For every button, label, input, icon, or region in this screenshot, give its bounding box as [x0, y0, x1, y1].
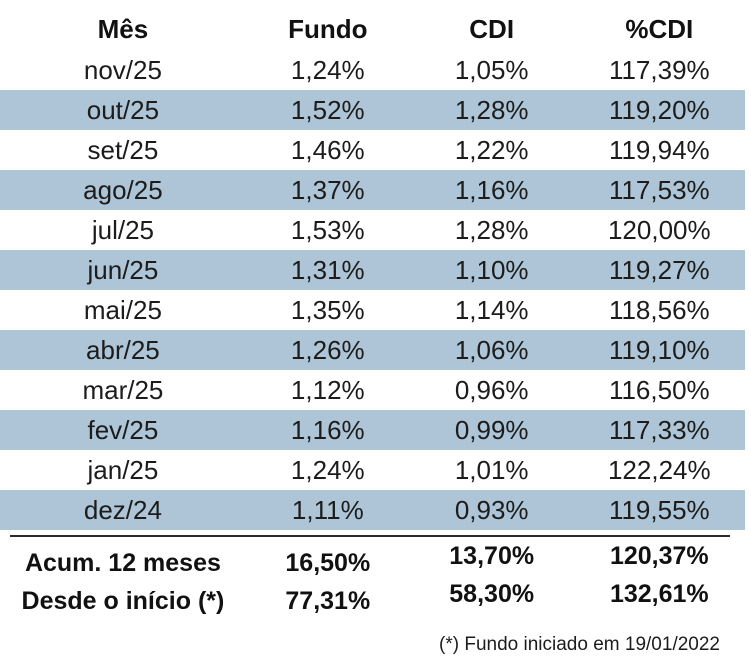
summary-cdi-cell: 58,30%	[449, 579, 535, 608]
table-row: dez/24 1,11% 0,93% 119,55%	[0, 490, 745, 530]
month-cell: jan/25	[87, 454, 159, 485]
month-cell: nov/25	[83, 54, 162, 85]
summary-pct-cdi-cell: 120,37%	[609, 541, 709, 570]
month-cell: ago/25	[83, 174, 163, 205]
fund-cell: 1,24%	[290, 54, 365, 85]
summary-divider	[10, 535, 730, 537]
cdi-cell: 1,16%	[454, 174, 529, 205]
month-cell: jun/25	[87, 254, 159, 285]
column-header-fundo: Fundo	[288, 13, 368, 44]
fund-cell: 1,11%	[291, 494, 364, 525]
pct-cdi-cell: 119,10%	[608, 334, 710, 365]
pct-cdi-cell: 118,56%	[608, 294, 710, 325]
month-cell: out/25	[86, 94, 160, 125]
cdi-cell: 0,96%	[454, 374, 529, 405]
pct-cdi-cell: 120,00%	[607, 214, 711, 245]
cdi-cell: 0,99%	[454, 414, 529, 445]
table-header: Mês Fundo CDI %CDI	[0, 8, 751, 50]
column-header-cdi: CDI	[469, 13, 515, 44]
pct-cdi-cell: 119,27%	[608, 254, 710, 285]
month-cell: set/25	[87, 134, 159, 165]
table-row: set/25 1,46% 1,22% 119,94%	[0, 130, 745, 170]
fund-cell: 1,12%	[290, 374, 365, 405]
month-cell: fev/25	[87, 414, 159, 445]
pct-cdi-cell: 117,39%	[608, 54, 710, 85]
pct-cdi-cell: 117,53%	[608, 174, 710, 205]
summary-cdi-cell: 13,70%	[449, 541, 535, 570]
month-cell: abr/25	[86, 334, 160, 365]
table-row: mai/25 1,35% 1,14% 118,56%	[0, 290, 745, 330]
cdi-cell: 1,06%	[454, 334, 529, 365]
summary-row-12-months: Acum. 12 meses 16,50% 13,70% 120,37%	[0, 541, 745, 582]
fund-cell: 1,37%	[290, 174, 365, 205]
cdi-cell: 1,05%	[454, 54, 529, 85]
pct-cdi-cell: 117,33%	[608, 414, 710, 445]
pct-cdi-cell: 116,50%	[608, 374, 710, 405]
month-cell: mai/25	[83, 294, 162, 325]
table-row: out/25 1,52% 1,28% 119,20%	[0, 90, 745, 130]
cdi-cell: 0,93%	[454, 494, 529, 525]
fund-cell: 1,16%	[290, 414, 365, 445]
table-row: nov/25 1,24% 1,05% 117,39%	[0, 50, 745, 90]
table-row: jan/25 1,24% 1,01% 122,24%	[0, 450, 745, 490]
cdi-cell: 1,10%	[454, 254, 529, 285]
inception-footnote: (*) Fundo iniciado em 19/01/2022	[439, 634, 720, 655]
summary-section: Acum. 12 meses 16,50% 13,70% 120,37% Des…	[0, 541, 751, 620]
table-row: jun/25 1,31% 1,10% 119,27%	[0, 250, 745, 290]
summary-row-since-inception: Desde o início (*) 77,31% 58,30% 132,61%	[0, 579, 745, 620]
fund-cell: 1,52%	[290, 94, 365, 125]
column-header-mes: Mês	[97, 13, 149, 44]
cdi-cell: 1,28%	[454, 214, 529, 245]
month-cell: jul/25	[91, 214, 154, 245]
month-cell: dez/24	[83, 494, 162, 525]
table-body: nov/25 1,24% 1,05% 117,39% out/25 1,52% …	[0, 50, 751, 530]
header-row: Mês Fundo CDI %CDI	[0, 8, 745, 50]
pct-cdi-cell: 119,20%	[608, 94, 710, 125]
table-row: ago/25 1,37% 1,16% 117,53%	[0, 170, 745, 210]
fund-cell: 1,24%	[290, 454, 365, 485]
table-row: mar/25 1,12% 0,96% 116,50%	[0, 370, 745, 410]
pct-cdi-cell: 119,94%	[608, 134, 710, 165]
table-row: abr/25 1,26% 1,06% 119,10%	[0, 330, 745, 370]
table-row: fev/25 1,16% 0,99% 117,33%	[0, 410, 745, 450]
pct-cdi-cell: 119,55%	[608, 494, 710, 525]
pct-cdi-cell: 122,24%	[607, 454, 711, 485]
fund-cell: 1,31%	[290, 254, 365, 285]
fund-cell: 1,26%	[290, 334, 365, 365]
cdi-cell: 1,14%	[454, 294, 529, 325]
summary-pct-cdi-cell: 132,61%	[609, 579, 709, 608]
cdi-cell: 1,01%	[454, 454, 529, 485]
summary-fund-cell: 77,31%	[285, 586, 371, 615]
cdi-cell: 1,22%	[454, 134, 529, 165]
summary-label: Acum. 12 meses	[24, 548, 221, 577]
summary-fund-cell: 16,50%	[285, 548, 371, 577]
fund-cell: 1,35%	[290, 294, 365, 325]
summary-label: Desde o início (*)	[21, 586, 225, 615]
table-row: jul/25 1,53% 1,28% 120,00%	[0, 210, 745, 250]
fund-cell: 1,46%	[290, 134, 365, 165]
column-header-pct-cdi: %CDI	[625, 13, 694, 44]
cdi-cell: 1,28%	[454, 94, 529, 125]
month-cell: mar/25	[82, 374, 164, 405]
fund-cell: 1,53%	[290, 214, 365, 245]
